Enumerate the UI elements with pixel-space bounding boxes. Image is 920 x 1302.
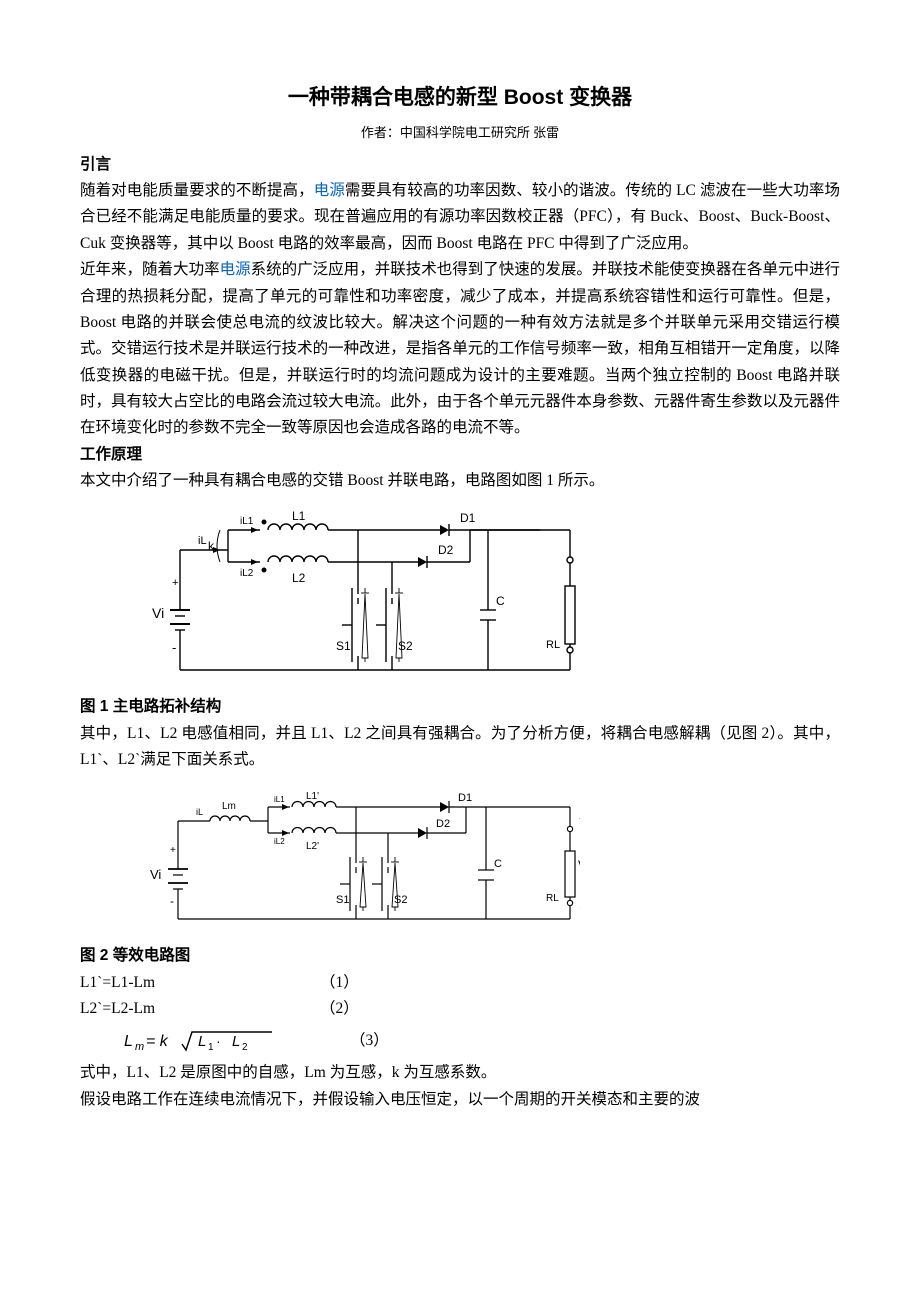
svg-text:Vi: Vi (150, 867, 161, 882)
svg-text:D2: D2 (438, 543, 454, 557)
equation-3-number: （3） (350, 1028, 389, 1054)
page-title: 一种带耦合电感的新型 Boost 变换器 (80, 80, 840, 116)
svg-text:iL2: iL2 (274, 837, 285, 846)
svg-text:L: L (124, 1033, 133, 1050)
svg-text:+: + (170, 845, 176, 856)
text: 近年来，随着大功率 (80, 261, 220, 278)
svg-text:S1: S1 (336, 894, 349, 906)
figure-1: Vi+-iLkiL1L1D1iL2L2D2S1S2CRL＋Ve－ (140, 500, 840, 690)
figure-1-caption: 图 1 主电路拓补结构 (80, 694, 840, 720)
svg-text:k: k (208, 539, 215, 553)
svg-text:-: - (170, 894, 174, 908)
figure-2-svg: Vi + - iL Lm iL1 L1' D1 iL2 L2' D2 S1 S2 C RL ＋ Ve － (140, 779, 580, 939)
svg-text:Ve: Ve (578, 858, 580, 872)
svg-text:D1: D1 (458, 792, 472, 804)
figure-2: Vi + - iL Lm iL1 L1' D1 iL2 L2' D2 S1 S2 C RL ＋ Ve － (140, 779, 840, 939)
svg-text:L1': L1' (306, 791, 319, 802)
equation-1: L1`=L1-Lm （1） (80, 970, 840, 996)
svg-text:·: · (216, 1033, 221, 1049)
svg-text:＋: ＋ (578, 812, 580, 826)
svg-text:L: L (232, 1033, 240, 1050)
after-eq-paragraph-2: 假设电路工作在连续电流情况下，并假设输入电压恒定，以一个周期的开关模态和主要的波 (80, 1087, 840, 1113)
svg-text:Vi: Vi (152, 605, 164, 621)
svg-text:-: - (172, 640, 176, 655)
intro-paragraph-1: 随着对电能质量要求的不断提高，电源需要具有较高的功率因数、较小的谐波。传统的 L… (80, 178, 840, 257)
svg-text:iL: iL (196, 807, 203, 817)
author-line: 作者：中国科学院电工研究所 张雷 (80, 122, 840, 144)
svg-text:= k: = k (146, 1033, 169, 1050)
equation-1-number: （1） (320, 970, 359, 996)
equation-3: Lm = kL1 · L2 （3） (120, 1024, 840, 1058)
equation-1-body: L1`=L1-Lm (80, 970, 320, 996)
svg-text:L2: L2 (292, 571, 306, 585)
svg-text:C: C (494, 858, 502, 870)
svg-text:C: C (496, 594, 505, 608)
equation-2-number: （2） (320, 996, 359, 1022)
svg-text:S2: S2 (398, 639, 413, 653)
link-power-2[interactable]: 电源 (220, 261, 251, 278)
figure-1-svg: Vi+-iLkiL1L1D1iL2L2D2S1S2CRL＋Ve－ (140, 500, 580, 690)
svg-text:D1: D1 (460, 511, 476, 525)
link-power-1[interactable]: 电源 (314, 182, 345, 199)
svg-text:1: 1 (208, 1042, 214, 1053)
svg-text:L1: L1 (292, 509, 306, 523)
svg-text:iL1: iL1 (240, 516, 254, 527)
figure-2-caption: 图 2 等效电路图 (80, 943, 840, 969)
svg-text:Lm: Lm (222, 801, 236, 812)
work-paragraph-1: 本文中介绍了一种具有耦合电感的交错 Boost 并联电路，电路图如图 1 所示。 (80, 468, 840, 494)
svg-text:S2: S2 (394, 894, 407, 906)
svg-text:RL: RL (546, 639, 560, 651)
after-eq-paragraph-1: 式中，L1、L2 是原图中的自感，Lm 为互感，k 为互感系数。 (80, 1060, 840, 1086)
svg-text:iL: iL (198, 535, 207, 547)
equation-3-svg: Lm = kL1 · L2 (120, 1024, 280, 1058)
svg-text:RL: RL (546, 893, 559, 904)
equation-2: L2`=L2-Lm （2） (80, 996, 840, 1022)
section-work-heading: 工作原理 (80, 442, 840, 468)
svg-text:iL1: iL1 (274, 795, 285, 804)
text: 随着对电能质量要求的不断提高， (80, 182, 314, 199)
svg-text:－: － (578, 900, 580, 916)
equation-2-body: L2`=L2-Lm (80, 996, 320, 1022)
figure-1-desc: 其中，L1、L2 电感值相同，并且 L1、L2 之间具有强耦合。为了分析方便，将… (80, 721, 840, 774)
svg-text:D2: D2 (436, 818, 450, 830)
intro-paragraph-2: 近年来，随着大功率电源系统的广泛应用，并联技术也得到了快速的发展。并联技术能使变… (80, 257, 840, 441)
text: 系统的广泛应用，并联技术也得到了快速的发展。并联技术能使变换器在各单元中进行合理… (80, 261, 840, 436)
svg-text:L2': L2' (306, 841, 319, 852)
svg-text:iL2: iL2 (240, 568, 254, 579)
svg-text:L: L (198, 1033, 206, 1050)
svg-text:m: m (135, 1041, 144, 1053)
svg-text:S1: S1 (336, 639, 351, 653)
svg-text:2: 2 (242, 1042, 248, 1053)
section-intro-heading: 引言 (80, 152, 840, 178)
svg-text:+: + (172, 577, 178, 589)
